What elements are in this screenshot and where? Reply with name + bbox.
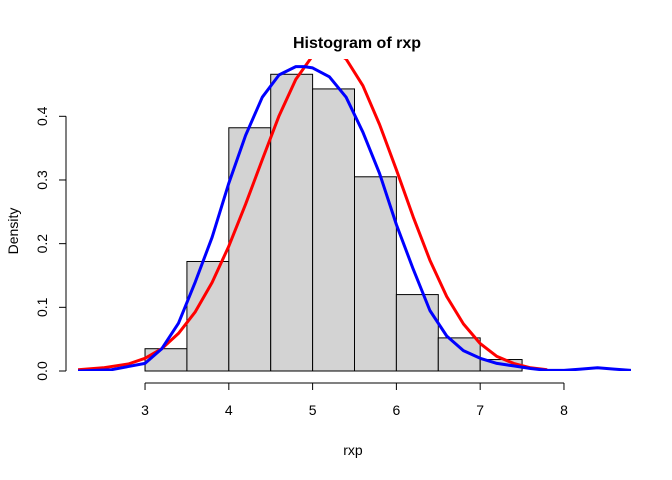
density-curves bbox=[78, 59, 631, 371]
x-tick-label: 8 bbox=[560, 402, 568, 418]
x-axis-label: rxp bbox=[343, 442, 363, 458]
normal-density-curve bbox=[78, 59, 548, 371]
histogram-bar-7 bbox=[395, 294, 439, 372]
x-tick-label: 4 bbox=[225, 402, 233, 418]
y-tick-label: 0.3 bbox=[34, 170, 50, 190]
histogram-bar-5 bbox=[312, 88, 355, 372]
x-axis: 3 4 5 6 7 8 bbox=[141, 382, 568, 418]
x-tick-label: 6 bbox=[392, 402, 400, 418]
x-tick-label: 3 bbox=[141, 402, 149, 418]
y-tick-label: 0.0 bbox=[34, 361, 50, 381]
histogram-bars bbox=[144, 73, 523, 372]
kernel-density-curve bbox=[78, 65, 631, 371]
histogram-bar-6 bbox=[354, 176, 397, 372]
y-axis-label: Density bbox=[5, 208, 21, 255]
chart-title: Histogram of rxp bbox=[293, 35, 421, 52]
histogram-bar-2 bbox=[186, 260, 230, 372]
y-tick-label: 0.4 bbox=[34, 106, 50, 126]
y-tick-label: 0.1 bbox=[34, 297, 50, 317]
histogram-bar-4 bbox=[270, 73, 314, 372]
x-tick-label: 7 bbox=[476, 402, 484, 418]
x-tick-label: 5 bbox=[309, 402, 317, 418]
y-tick-label: 0.2 bbox=[34, 234, 50, 254]
y-axis: 0.0 0.1 0.2 0.3 0.4 bbox=[34, 106, 67, 381]
